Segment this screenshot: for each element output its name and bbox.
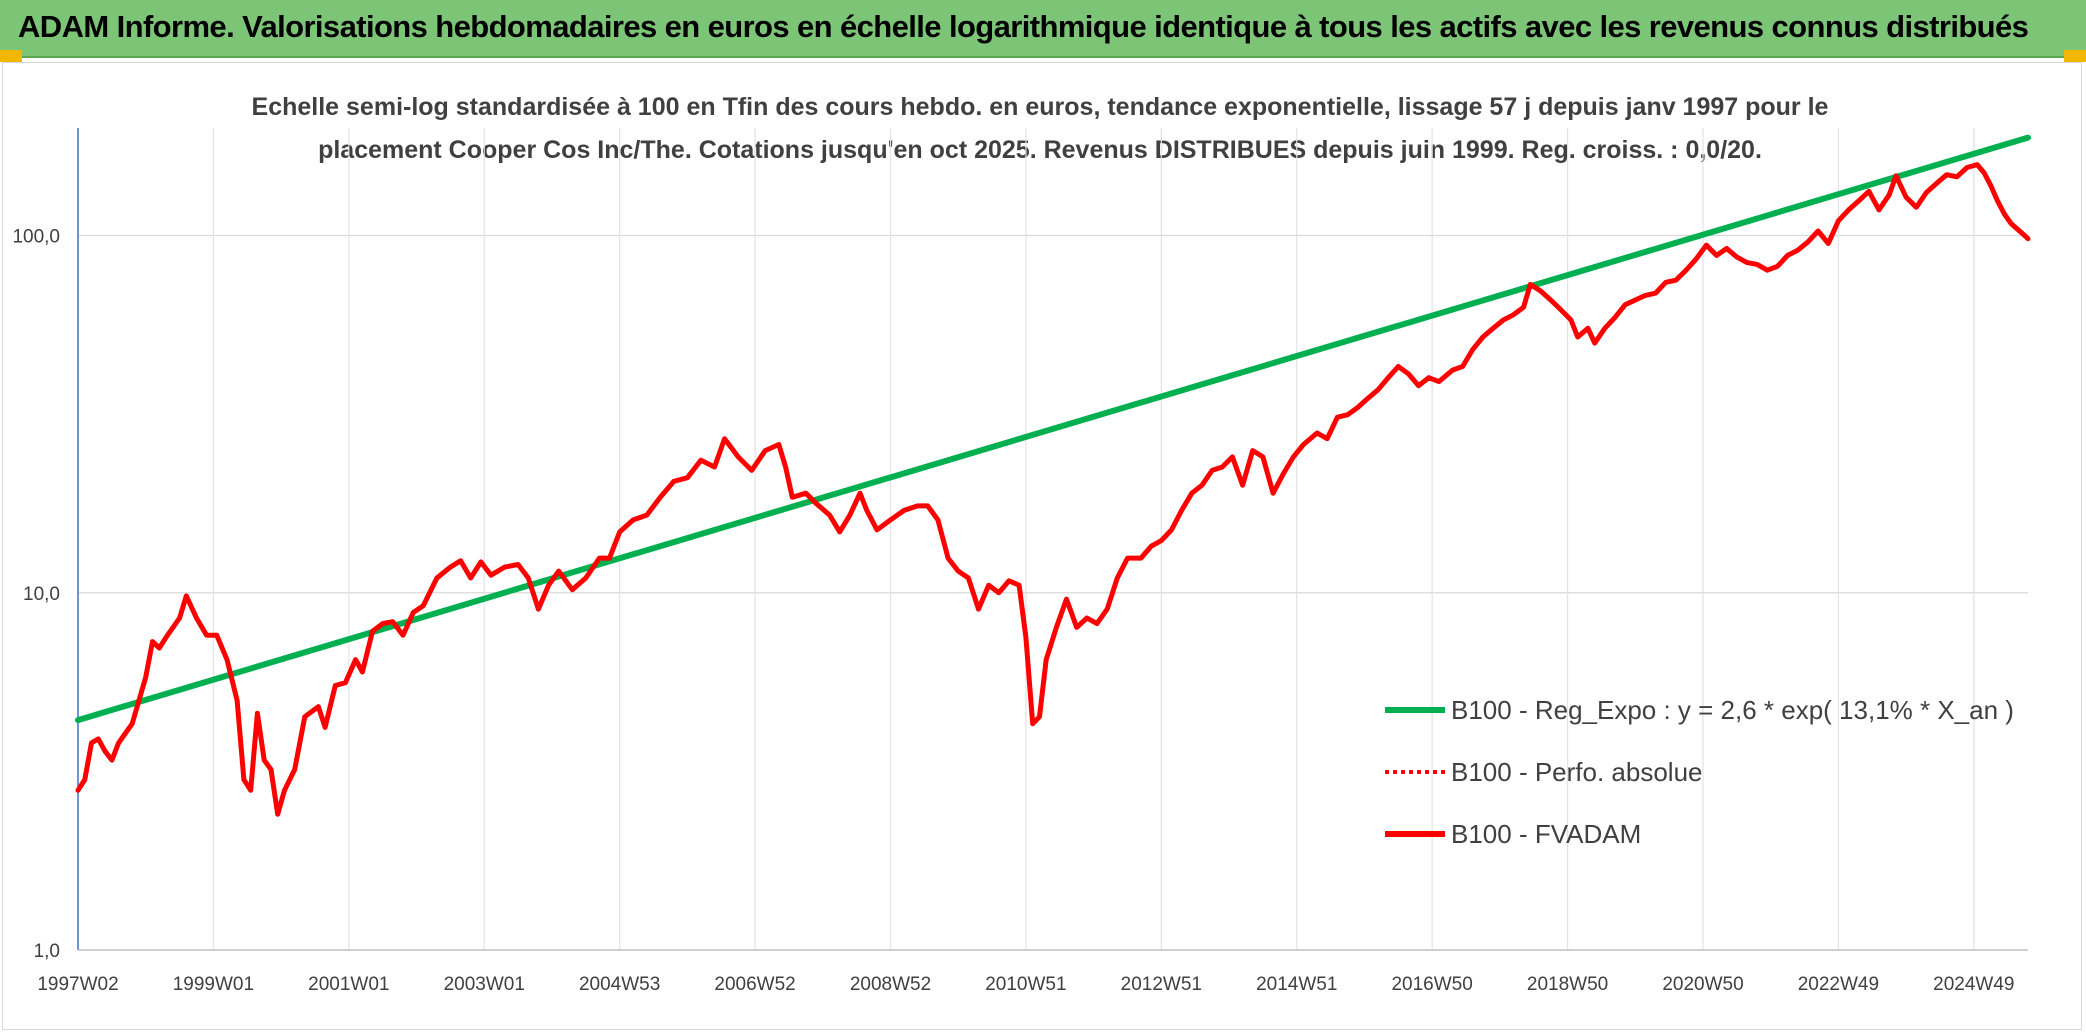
- y-tick-label: 100,0: [12, 227, 60, 248]
- y-axis-ticks: 1,0 10,0 100,0: [12, 227, 60, 962]
- series-line-2: [75, 162, 2031, 817]
- x-axis-ticks: 1997W02 1999W01 2001W01 2003W01 2004W53 2006W…: [37, 974, 2014, 995]
- x-tick-label: 2020W50: [1662, 974, 1743, 995]
- x-tick-label: 1999W01: [173, 974, 254, 995]
- x-tick-label: 2001W01: [308, 974, 389, 995]
- corner-marker-top-right: [2064, 50, 2086, 62]
- chart-subtitle-line-1: Echelle semi-log standardisée à 100 en T…: [252, 93, 1829, 121]
- corner-marker-top-left: [0, 50, 22, 62]
- legend-label-2: B100 - FVADAM: [1451, 819, 1641, 849]
- x-tick-label: 2006W52: [714, 974, 795, 995]
- plot-area: [75, 134, 2031, 817]
- chart-grid: [77, 128, 2028, 950]
- x-tick-label: 2024W49: [1933, 974, 2014, 995]
- report-title: ADAM Informe. Valorisations hebdomadaire…: [18, 9, 2029, 44]
- chart-frame: [2, 62, 2082, 1030]
- x-tick-label: 2004W53: [579, 974, 660, 995]
- x-tick-label: 2012W51: [1121, 974, 1202, 995]
- x-tick-label: 1997W02: [37, 974, 118, 995]
- series-line-0: [75, 134, 2031, 724]
- legend-label-0: B100 - Reg_Expo : y = 2,6 * exp( 13,1% *…: [1451, 695, 2014, 725]
- report-header-banner: ADAM Informe. Valorisations hebdomadaire…: [0, 0, 2086, 58]
- chart-subtitle-line-2: placement Cooper Cos Inc/The. Cotations …: [318, 136, 1762, 164]
- x-tick-label: 2022W49: [1798, 974, 1879, 995]
- x-tick-label: 2014W51: [1256, 974, 1337, 995]
- y-tick-label: 1,0: [34, 941, 60, 962]
- chart-legend: B100 - Reg_Expo : y = 2,6 * exp( 13,1% *…: [1385, 695, 2014, 849]
- y-tick-label: 10,0: [23, 584, 60, 605]
- legend-label-1: B100 - Perfo. absolue: [1451, 757, 1703, 787]
- x-tick-label: 2016W50: [1391, 974, 1472, 995]
- x-tick-label: 2010W51: [985, 974, 1066, 995]
- x-tick-label: 2003W01: [444, 974, 525, 995]
- x-tick-label: 2008W52: [850, 974, 931, 995]
- x-tick-label: 2018W50: [1527, 974, 1608, 995]
